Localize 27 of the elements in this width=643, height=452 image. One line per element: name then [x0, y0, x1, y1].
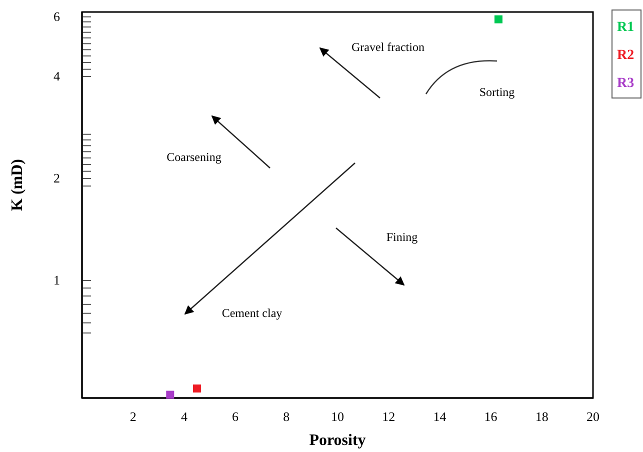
x-tick-label: 8: [283, 409, 290, 424]
annotation: Gravel fraction: [352, 40, 424, 54]
point: [494, 15, 502, 24]
text: R3: [617, 76, 634, 91]
annotation: Coarsening: [166, 150, 222, 164]
point: [192, 384, 201, 393]
x-tick-label: 20: [586, 409, 600, 424]
x-tick-label: 16: [484, 409, 498, 424]
x-tick-label: 4: [180, 409, 188, 424]
point: [166, 390, 174, 399]
y-tick-label: 2: [54, 170, 60, 186]
y-tick-label: 4: [54, 68, 60, 84]
y-tick-label: 1: [54, 272, 60, 288]
x-tick-label: 6: [232, 409, 240, 424]
annotation: Sorting: [479, 85, 515, 99]
text: R2: [617, 48, 634, 63]
x-tick-label: 14: [433, 409, 447, 424]
x-axis-title: Porosity: [309, 432, 366, 449]
y-tick-label: 6: [54, 8, 60, 24]
annotation: Fining: [386, 230, 418, 244]
y-axis-title: K (mD): [9, 159, 26, 211]
text: R1: [617, 20, 634, 35]
x-tick-label: 10: [331, 409, 344, 424]
x-tick-label: 18: [535, 409, 548, 424]
x-tick-label: 12: [382, 409, 396, 424]
annotation: Cement clay: [222, 306, 282, 320]
x-tick-label: 2: [130, 409, 136, 424]
